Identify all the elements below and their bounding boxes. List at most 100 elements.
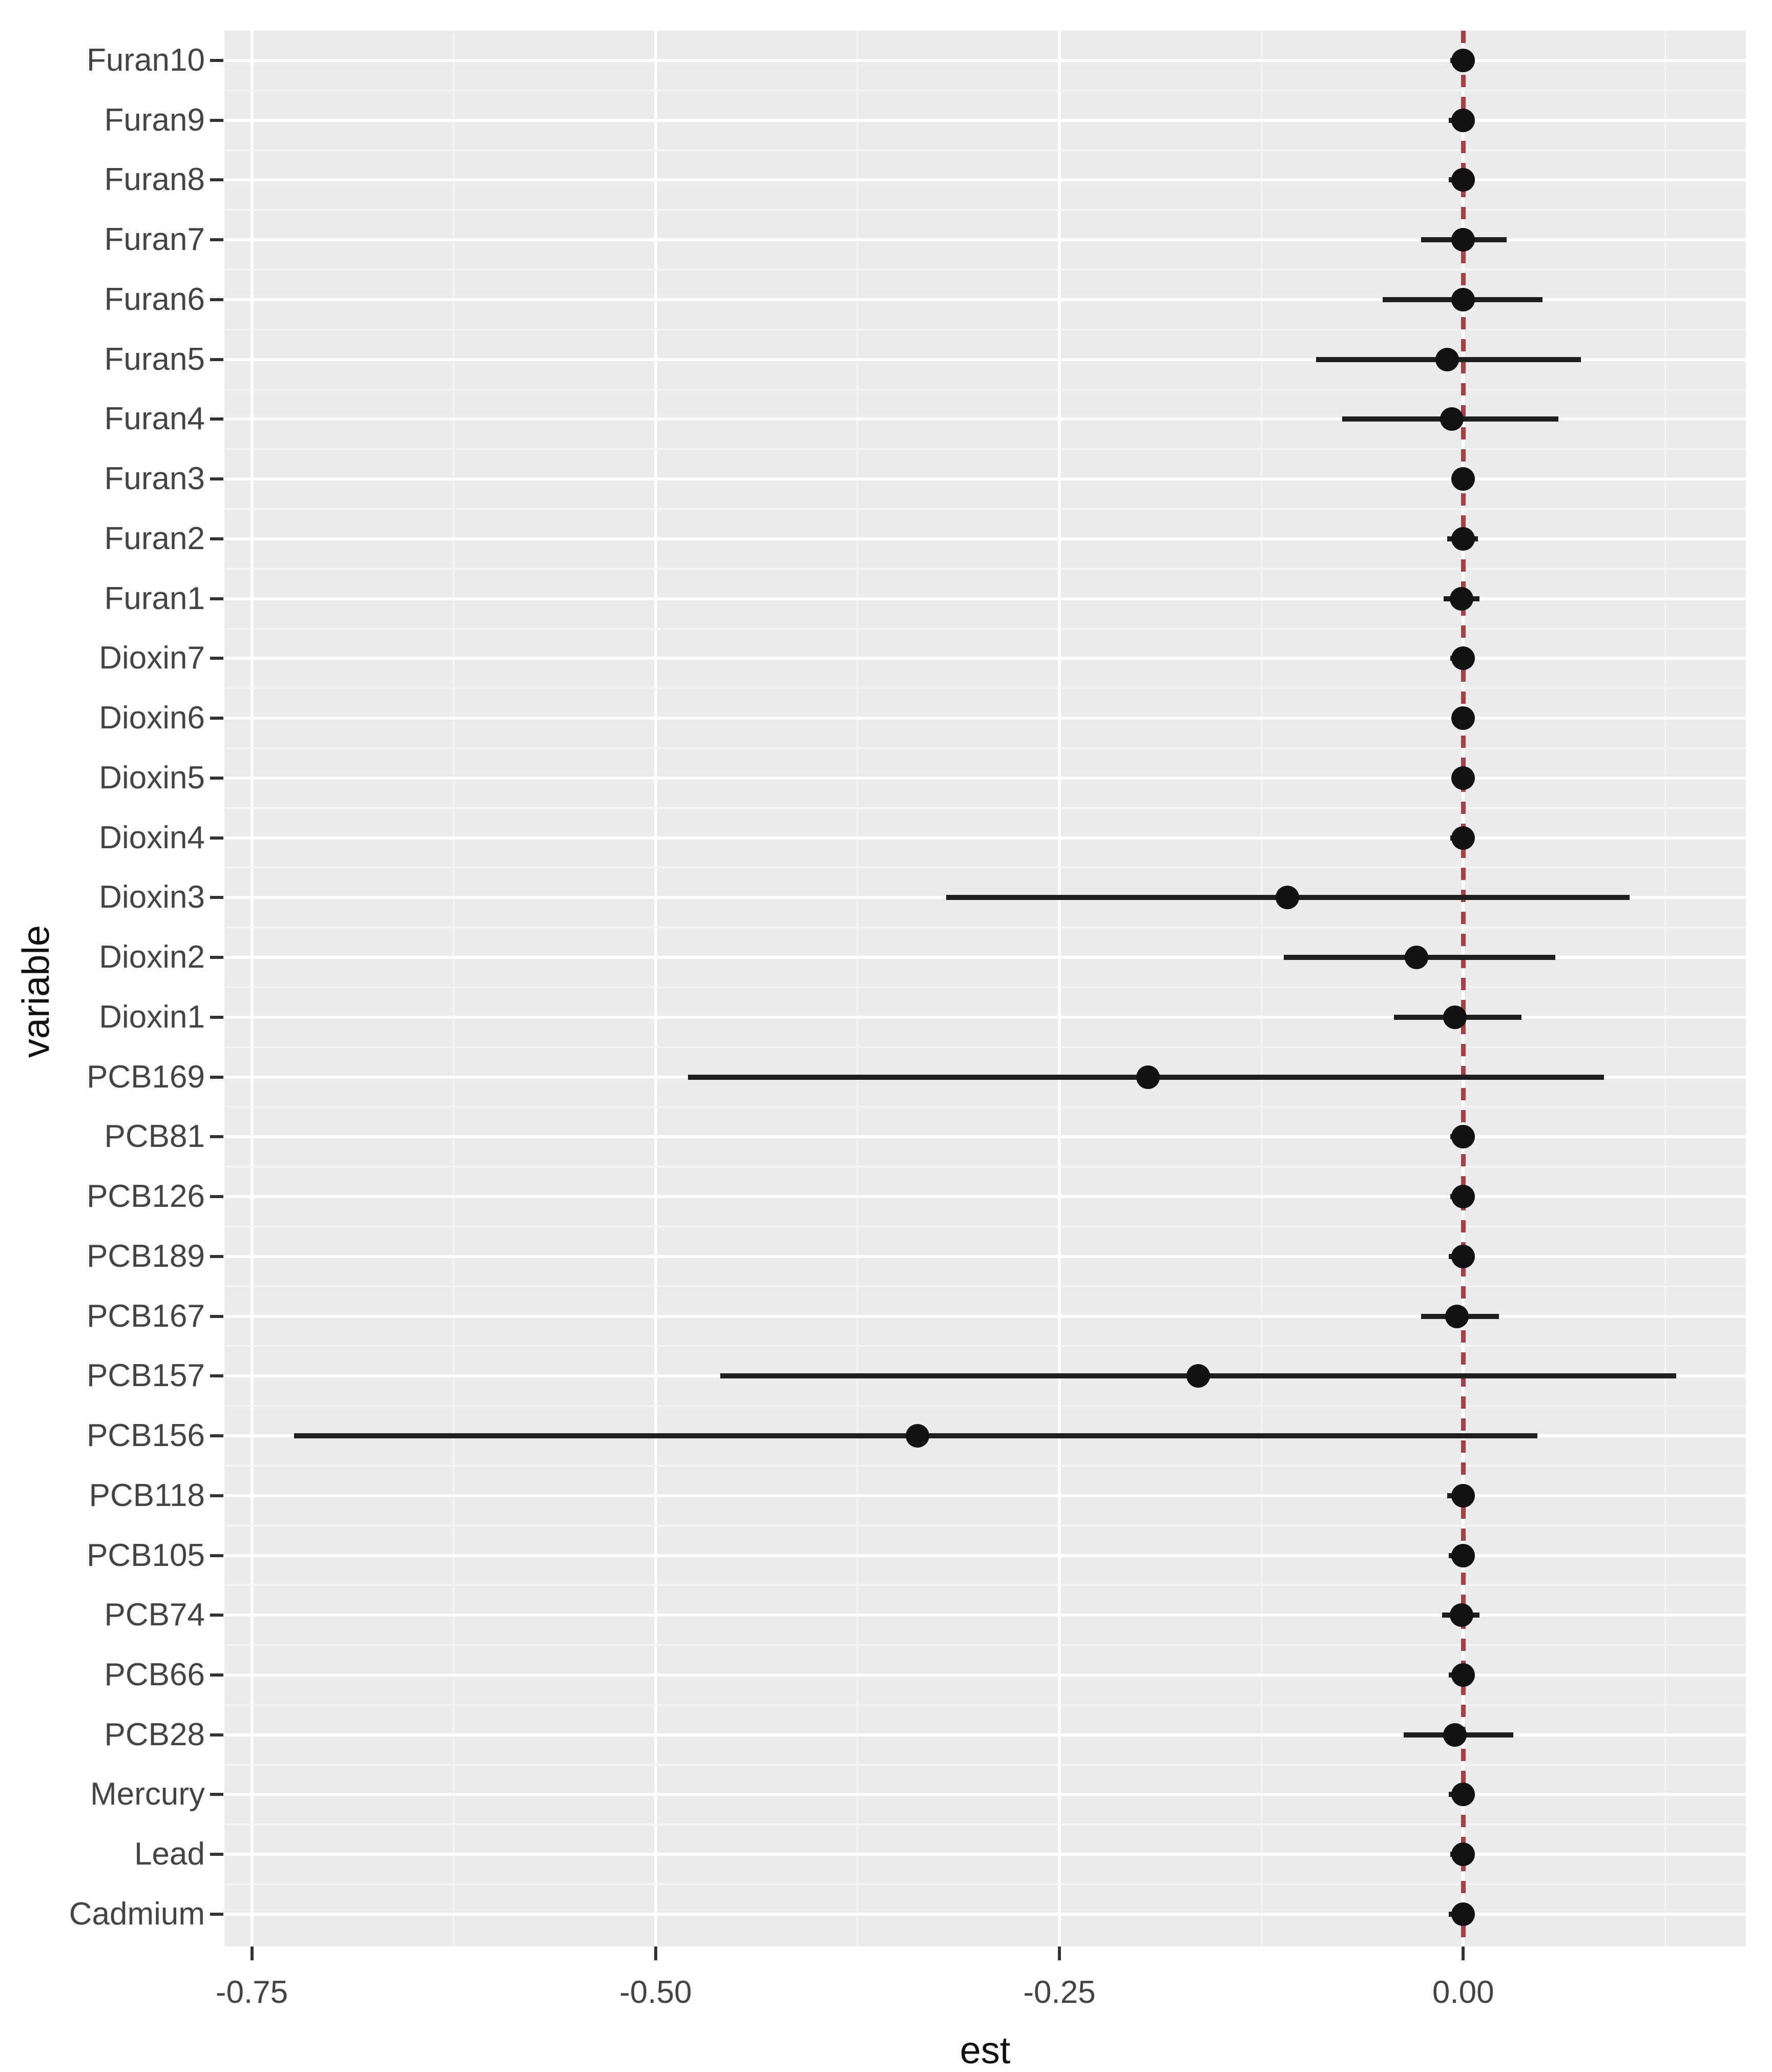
y-tick-mark bbox=[210, 1614, 223, 1617]
point-estimate bbox=[1451, 527, 1475, 551]
y-minor-gridline bbox=[224, 927, 1746, 929]
y-minor-gridline bbox=[224, 687, 1746, 689]
y-tick-label: Dioxin7 bbox=[99, 640, 205, 676]
x-tick-mark bbox=[654, 1947, 657, 1960]
point-estimate bbox=[1451, 826, 1475, 850]
y-tick-mark bbox=[210, 1374, 223, 1378]
point-estimate bbox=[1440, 407, 1464, 431]
x-minor-gridline bbox=[453, 31, 455, 1947]
point-estimate bbox=[1451, 1185, 1475, 1209]
point-estimate bbox=[1450, 1603, 1474, 1627]
y-minor-gridline bbox=[224, 1584, 1746, 1586]
point-estimate bbox=[1451, 1663, 1475, 1687]
x-minor-gridline bbox=[857, 31, 859, 1947]
y-minor-gridline bbox=[224, 328, 1746, 330]
y-tick-mark bbox=[210, 1254, 223, 1258]
y-tick-label: PCB156 bbox=[87, 1418, 205, 1454]
y-tick-mark bbox=[210, 657, 223, 660]
x-tick-label: -0.75 bbox=[215, 1975, 288, 2010]
point-estimate bbox=[1451, 1783, 1475, 1807]
point-estimate bbox=[1451, 766, 1475, 790]
point-estimate bbox=[1404, 946, 1428, 970]
y-tick-label: PCB126 bbox=[87, 1179, 205, 1215]
y-tick-label: PCB28 bbox=[104, 1717, 205, 1752]
point-estimate bbox=[1451, 646, 1475, 671]
y-tick-mark bbox=[210, 1135, 223, 1139]
y-tick-label: PCB169 bbox=[87, 1059, 205, 1095]
point-estimate bbox=[1186, 1364, 1211, 1388]
y-major-gridline bbox=[224, 597, 1746, 600]
y-minor-gridline bbox=[224, 89, 1746, 91]
y-tick-mark bbox=[210, 1853, 223, 1856]
x-tick-label: 0.00 bbox=[1432, 1975, 1494, 2010]
y-minor-gridline bbox=[224, 388, 1746, 390]
y-minor-gridline bbox=[224, 149, 1746, 151]
point-estimate bbox=[1275, 886, 1299, 910]
y-minor-gridline bbox=[224, 1106, 1746, 1108]
y-tick-label: Lead bbox=[134, 1836, 205, 1872]
x-minor-gridline bbox=[1260, 31, 1262, 1947]
y-tick-label: PCB105 bbox=[87, 1537, 205, 1573]
x-minor-gridline bbox=[1664, 31, 1666, 1947]
y-tick-label: Dioxin3 bbox=[99, 880, 205, 915]
y-tick-mark bbox=[210, 537, 223, 540]
point-estimate bbox=[905, 1424, 929, 1448]
y-minor-gridline bbox=[224, 1464, 1746, 1467]
y-major-gridline bbox=[224, 1793, 1746, 1796]
y-major-gridline bbox=[224, 956, 1746, 959]
y-minor-gridline bbox=[224, 986, 1746, 988]
y-tick-label: Dioxin5 bbox=[99, 760, 205, 796]
y-tick-mark bbox=[210, 1195, 223, 1199]
y-tick-mark bbox=[210, 717, 223, 720]
y-tick-label: Furan4 bbox=[104, 401, 205, 437]
point-estimate bbox=[1451, 1902, 1475, 1926]
y-major-gridline bbox=[224, 1015, 1746, 1019]
point-estimate bbox=[1451, 1244, 1475, 1268]
x-major-gridline bbox=[250, 31, 254, 1947]
point-estimate bbox=[1451, 168, 1475, 192]
y-minor-gridline bbox=[224, 1166, 1746, 1168]
x-tick-mark bbox=[1462, 1947, 1465, 1960]
point-estimate bbox=[1451, 108, 1475, 132]
y-minor-gridline bbox=[224, 269, 1746, 271]
y-major-gridline bbox=[224, 477, 1746, 481]
y-tick-label: Dioxin1 bbox=[99, 999, 205, 1035]
y-tick-label: Furan8 bbox=[104, 162, 205, 198]
y-minor-gridline bbox=[224, 1405, 1746, 1407]
plot-panel bbox=[224, 31, 1746, 1947]
y-major-gridline bbox=[224, 1673, 1746, 1677]
y-tick-label: Furan3 bbox=[104, 461, 205, 497]
y-minor-gridline bbox=[224, 1883, 1746, 1886]
x-tick-label: -0.50 bbox=[619, 1975, 692, 2010]
y-major-gridline bbox=[224, 1135, 1746, 1139]
y-tick-label: Mercury bbox=[90, 1776, 205, 1812]
y-major-gridline bbox=[224, 298, 1746, 301]
point-estimate bbox=[1435, 347, 1459, 371]
y-tick-label: Furan2 bbox=[104, 520, 205, 556]
y-tick-label: Furan7 bbox=[104, 222, 205, 258]
y-tick-mark bbox=[210, 1434, 223, 1438]
y-minor-gridline bbox=[224, 1644, 1746, 1646]
y-tick-mark bbox=[210, 896, 223, 899]
y-major-gridline bbox=[224, 178, 1746, 182]
y-major-gridline bbox=[224, 836, 1746, 840]
y-tick-mark bbox=[210, 1793, 223, 1796]
y-minor-gridline bbox=[224, 807, 1746, 809]
y-major-gridline bbox=[224, 1494, 1746, 1497]
y-tick-label: PCB157 bbox=[87, 1358, 205, 1394]
y-major-gridline bbox=[224, 1853, 1746, 1856]
y-tick-mark bbox=[210, 1494, 223, 1497]
y-tick-label: Dioxin4 bbox=[99, 820, 205, 855]
y-tick-label: Furan1 bbox=[104, 580, 205, 616]
y-major-gridline bbox=[224, 1554, 1746, 1557]
point-estimate bbox=[1451, 228, 1475, 252]
y-tick-mark bbox=[210, 59, 223, 62]
y-major-gridline bbox=[224, 776, 1746, 780]
y-major-gridline bbox=[224, 1314, 1746, 1318]
y-major-gridline bbox=[224, 1254, 1746, 1258]
y-minor-gridline bbox=[224, 568, 1746, 570]
y-minor-gridline bbox=[224, 1764, 1746, 1766]
y-minor-gridline bbox=[224, 209, 1746, 211]
